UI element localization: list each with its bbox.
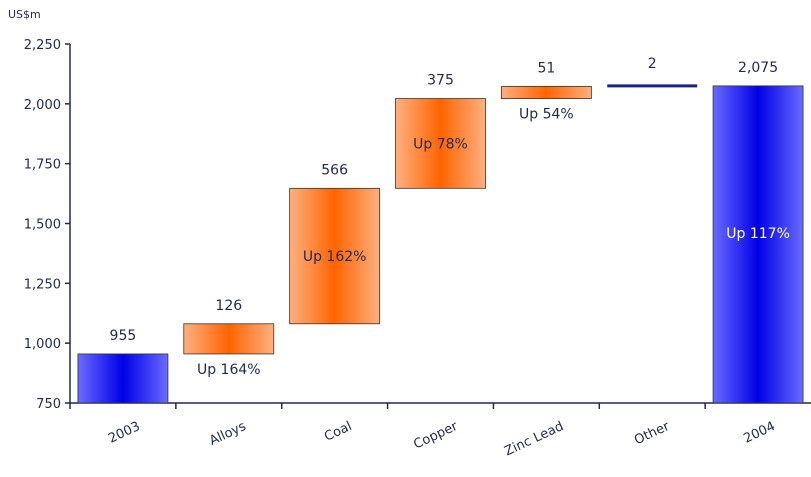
value-label: 126: [215, 298, 242, 314]
change-label: Up 78%: [413, 136, 468, 152]
value-label: 955: [110, 328, 137, 344]
y-tick-label: 2,250: [24, 38, 61, 53]
y-tick-label: 1,500: [24, 218, 61, 233]
unit-label: US$m: [8, 8, 41, 21]
x-axis: 2003 Alloys Coal Copper Zinc Lead Other 2004: [69, 402, 811, 459]
change-label: Up 164%: [197, 362, 261, 378]
y-axis: 750 1,000 1,250 1,500 1,750 2,000 2,250: [24, 38, 71, 412]
y-tick-label: 1,750: [24, 158, 61, 173]
bars: [77, 84, 804, 404]
bar: [500, 85, 592, 99]
y-tick-label: 750: [36, 397, 61, 412]
bar: [183, 323, 275, 355]
data-labels: 955 126 Up 164% 566 Up 162% 375 Up 78% 51 Up 54%…: [110, 56, 790, 378]
category-label: Copper: [411, 419, 460, 453]
category-label: Other: [632, 419, 672, 448]
change-label: Up 117%: [726, 226, 790, 242]
category-label: 2003: [106, 419, 142, 447]
change-label: Up 54%: [519, 107, 574, 123]
value-label: 566: [321, 162, 348, 178]
category-label: Coal: [322, 419, 354, 445]
category-label: Alloys: [207, 419, 248, 449]
y-tick-label: 1,250: [24, 277, 61, 292]
y-tick-label: 1,000: [24, 337, 61, 352]
value-label: 375: [427, 73, 454, 89]
y-tick-label: 2,000: [24, 98, 61, 113]
category-label: Zinc Lead: [502, 419, 566, 459]
change-label: Up 162%: [303, 249, 367, 265]
category-label: 2004: [741, 419, 777, 447]
bar: [712, 85, 804, 404]
bar: [77, 353, 169, 404]
value-label: 2,075: [738, 60, 778, 76]
bar: [395, 98, 486, 189]
value-label: 51: [537, 60, 555, 76]
value-label: 2: [648, 56, 657, 72]
bar: [289, 187, 381, 325]
